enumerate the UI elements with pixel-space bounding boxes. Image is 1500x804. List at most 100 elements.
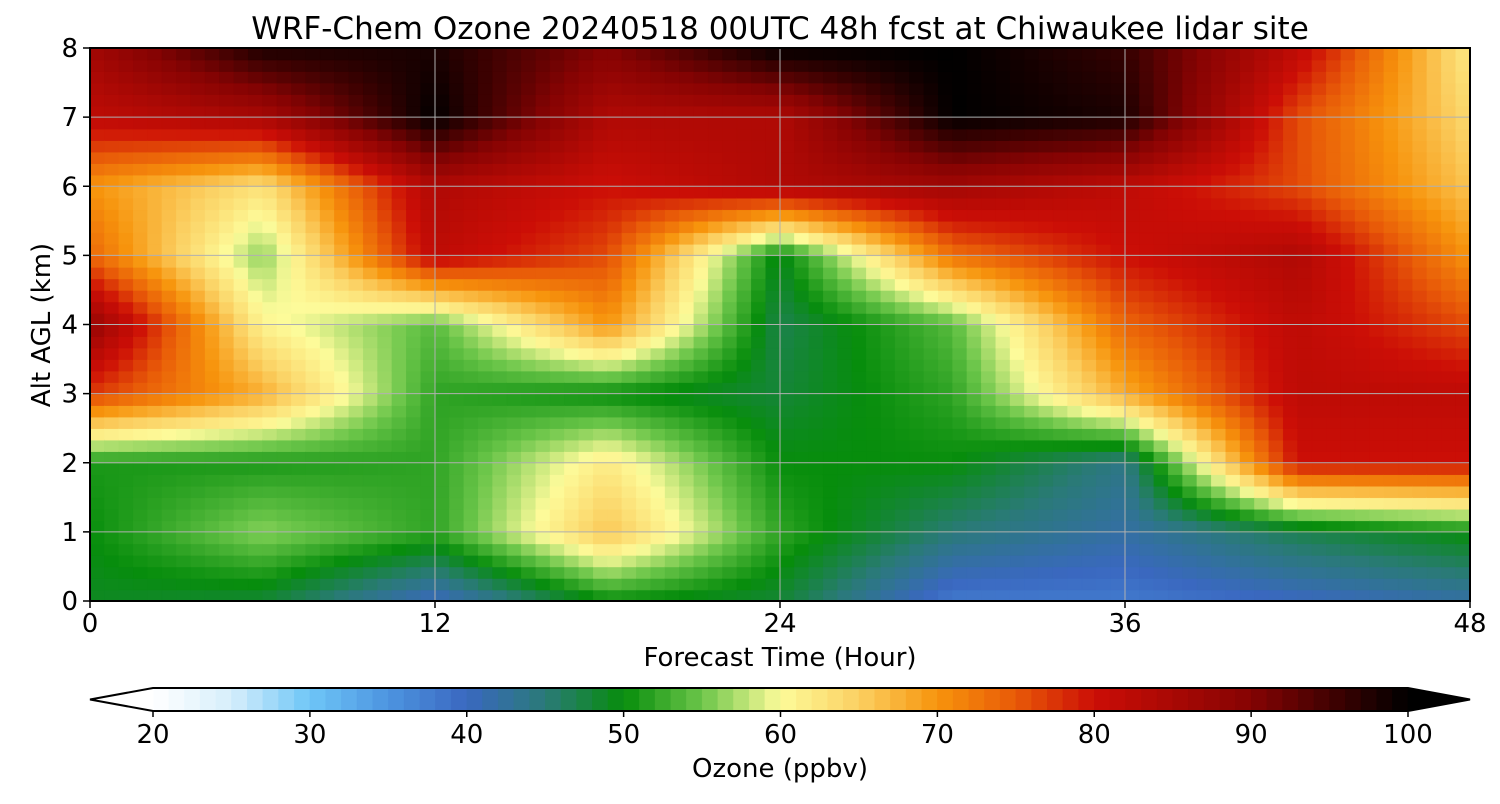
heatmap-cell	[1340, 451, 1356, 464]
heatmap-cell	[262, 140, 278, 153]
heatmap-cell	[406, 47, 422, 61]
heatmap-cell	[190, 140, 206, 153]
heatmap-cell	[707, 370, 724, 383]
heatmap-cell	[765, 543, 781, 556]
heatmap-cell	[377, 335, 393, 349]
heatmap-cell	[492, 543, 508, 556]
heatmap-cell	[291, 47, 307, 61]
heatmap-cell	[1182, 116, 1198, 130]
heatmap-cell	[334, 220, 350, 234]
colorbar-ticks: 20 30 40 50 60 70 80 90 100	[136, 711, 1433, 750]
heatmap-cell	[779, 462, 796, 476]
heatmap-cell	[1397, 93, 1414, 107]
heatmap-cell	[132, 301, 149, 314]
heatmap-cell	[420, 140, 436, 153]
heatmap-cell	[837, 197, 853, 211]
heatmap-cell	[506, 82, 523, 95]
heatmap-cell	[937, 335, 954, 349]
heatmap-cell	[449, 428, 465, 441]
heatmap-cell	[1225, 266, 1241, 280]
heatmap-cell	[118, 289, 134, 303]
heatmap-cell	[147, 485, 163, 499]
heatmap-cell	[1326, 82, 1342, 95]
heatmap-cell	[492, 197, 508, 211]
heatmap-cell	[1096, 70, 1112, 84]
heatmap-cell	[204, 370, 221, 383]
heatmap-cell	[190, 462, 206, 476]
heatmap-cell	[348, 266, 364, 280]
heatmap-cell	[851, 82, 868, 95]
heatmap-cell	[1153, 370, 1169, 383]
heatmap-cell	[377, 116, 393, 130]
heatmap-cell	[693, 174, 709, 187]
heatmap-cell	[104, 543, 120, 556]
heatmap-cell	[1225, 232, 1241, 245]
y-tick-label: 0	[61, 587, 78, 617]
heatmap-cell	[1139, 93, 1155, 107]
heatmap-cell	[794, 289, 810, 303]
heatmap-cell	[966, 59, 983, 72]
heatmap-cell	[1239, 163, 1256, 176]
heatmap-cell	[535, 220, 551, 234]
heatmap-cell	[923, 243, 939, 257]
heatmap-cell	[420, 520, 436, 533]
heatmap-cell	[880, 474, 896, 487]
heatmap-cell	[348, 278, 364, 291]
heatmap-cell	[1297, 451, 1313, 464]
heatmap-cell	[866, 220, 882, 234]
heatmap-cell	[765, 428, 781, 441]
heatmap-cell	[305, 243, 321, 257]
heatmap-cell	[362, 554, 379, 568]
heatmap-cell	[636, 289, 652, 303]
heatmap-cell	[981, 186, 997, 199]
heatmap-cell	[751, 381, 767, 395]
heatmap-cell	[1297, 278, 1313, 291]
heatmap-cell	[1167, 186, 1184, 199]
heatmap-cell	[995, 174, 1011, 187]
heatmap-cell	[1311, 416, 1328, 429]
heatmap-cell	[1268, 543, 1284, 556]
heatmap-cell	[147, 47, 163, 61]
colorbar-segment	[1188, 687, 1205, 712]
heatmap-cell	[650, 209, 666, 222]
heatmap-cell	[837, 174, 853, 187]
heatmap-cell	[377, 462, 393, 476]
heatmap-cell	[132, 370, 149, 383]
heatmap-cell	[693, 163, 709, 176]
heatmap-cell	[837, 93, 853, 107]
heatmap-cell	[291, 393, 307, 406]
heatmap-cell	[1124, 174, 1141, 187]
heatmap-cell	[995, 554, 1011, 568]
heatmap-cell	[406, 497, 422, 510]
heatmap-cell	[1297, 301, 1313, 314]
heatmap-cell	[1110, 243, 1126, 257]
heatmap-cell	[1268, 266, 1284, 280]
heatmap-cell	[722, 140, 738, 153]
colorbar-segment	[984, 687, 1001, 712]
heatmap-cell	[262, 243, 278, 257]
heatmap-cell	[262, 255, 278, 268]
heatmap-cell	[1455, 520, 1471, 533]
heatmap-cell	[837, 70, 853, 84]
heatmap-cell	[1340, 70, 1356, 84]
heatmap-cell	[578, 428, 594, 441]
heatmap-cell	[851, 508, 868, 522]
heatmap-cell	[1139, 324, 1155, 337]
heatmap-cell	[521, 243, 537, 257]
heatmap-cell	[1354, 243, 1371, 257]
heatmap-cell	[190, 105, 206, 118]
heatmap-cell	[707, 439, 724, 452]
heatmap-cell	[219, 566, 235, 579]
heatmap-cell	[880, 93, 896, 107]
heatmap-cell	[176, 347, 192, 360]
heatmap-cell	[1254, 105, 1270, 118]
heatmap-cell	[1124, 186, 1141, 199]
heatmap-cell	[391, 140, 408, 153]
heatmap-cell	[506, 232, 523, 245]
heatmap-cell	[1282, 140, 1299, 153]
heatmap-cell	[1052, 439, 1069, 452]
heatmap-cell	[679, 324, 695, 337]
heatmap-cell	[549, 59, 566, 72]
heatmap-cell	[1182, 151, 1198, 164]
heatmap-cell	[765, 301, 781, 314]
